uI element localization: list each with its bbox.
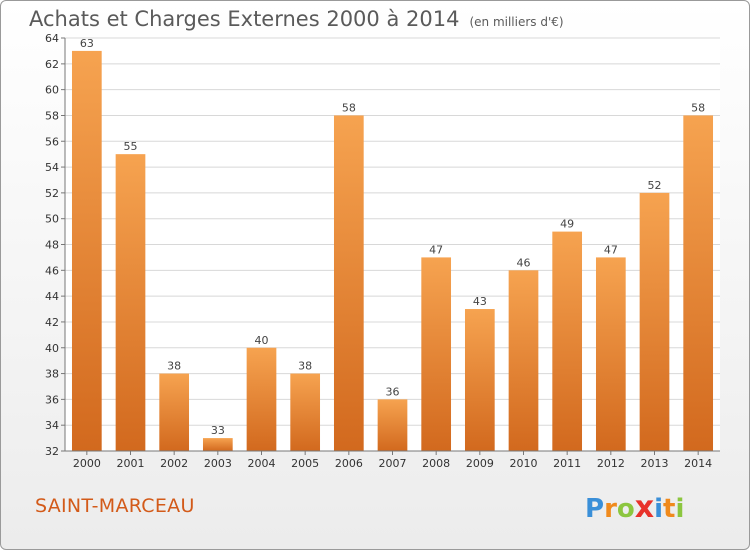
logo-letter: x [634,490,655,525]
data-label: 52 [648,179,662,192]
y-tick-label: 40 [45,342,59,355]
y-tick-label: 38 [45,368,59,381]
x-tick-label: 2005 [291,457,319,470]
data-label: 58 [691,101,705,114]
y-tick-label: 52 [45,187,59,200]
bar [290,373,321,451]
logo-letter: t [663,494,676,524]
y-tick-label: 44 [45,290,59,303]
bar [115,154,146,451]
y-tick-label: 64 [45,32,59,45]
bar [464,309,495,451]
data-label: 58 [342,101,356,114]
logo-letter: i [654,494,664,524]
data-label: 47 [604,243,618,256]
chart-title: Achats et Charges Externes 2000 à 2014 (e… [29,7,564,31]
data-label: 43 [473,295,487,308]
x-tick-label: 2013 [641,457,669,470]
x-tick-label: 2000 [73,457,101,470]
y-tick-label: 32 [45,445,59,458]
data-label: 38 [298,360,312,373]
data-label: 36 [386,385,400,398]
y-tick-label: 56 [45,135,59,148]
y-tick-label: 54 [45,161,59,174]
y-axis: 32 34 36 38 40 42 44 46 48 50 52 54 56 58 60 62 64 [45,32,66,458]
y-tick-label: 50 [45,213,59,226]
bar [246,347,277,451]
y-tick-label: 60 [45,84,59,97]
x-tick-label: 2010 [510,457,538,470]
x-tick-label: 2001 [117,457,145,470]
y-tick-label: 62 [45,58,59,71]
bar [639,192,670,451]
x-tick-label: 2009 [466,457,494,470]
data-label: 46 [517,256,531,269]
logo-letter: P [585,494,605,524]
y-tick-label: 34 [45,419,59,432]
x-tick-label: 2004 [248,457,276,470]
proxiti-logo[interactable]: Proxiti [585,490,684,525]
logo-letter: o [616,494,635,524]
logo-letter: r [604,494,617,524]
y-tick-label: 46 [45,264,59,277]
y-tick-label: 42 [45,316,59,329]
bar [552,231,583,451]
bar [508,270,539,451]
bar [333,115,364,451]
data-label: 38 [167,360,181,373]
data-label: 55 [124,140,138,153]
bar [683,115,714,451]
x-tick-label: 2008 [422,457,450,470]
bars: 63 55 38 33 40 38 58 36 47 43 46 49 47 52 58 [71,37,714,451]
bar [377,399,408,451]
logo-letter: i [675,494,685,524]
y-tick-label: 58 [45,109,59,122]
data-label: 40 [255,334,269,347]
x-tick-label: 2006 [335,457,363,470]
bar [421,257,452,451]
x-tick-label: 2003 [204,457,232,470]
commune-name: SAINT-MARCEAU [35,495,195,517]
data-label: 33 [211,424,225,437]
chart-title-text: Achats et Charges Externes 2000 à 2014 [29,7,460,31]
bar [159,373,190,451]
x-tick-label: 2011 [553,457,581,470]
data-label: 47 [429,243,443,256]
x-tick-label: 2012 [597,457,625,470]
chart-subtitle: (en milliers d'€) [469,15,564,29]
bar [595,257,626,451]
x-tick-label: 2002 [160,457,188,470]
y-tick-label: 36 [45,393,59,406]
x-tick-label: 2014 [684,457,712,470]
y-tick-label: 48 [45,239,59,252]
bar [71,50,102,451]
x-axis: 2000 2001 2002 2003 2004 2005 2006 2007 2008 2009… [65,450,720,470]
data-label: 63 [80,37,94,50]
x-tick-label: 2007 [379,457,407,470]
bar [202,438,233,451]
data-label: 49 [560,218,574,231]
